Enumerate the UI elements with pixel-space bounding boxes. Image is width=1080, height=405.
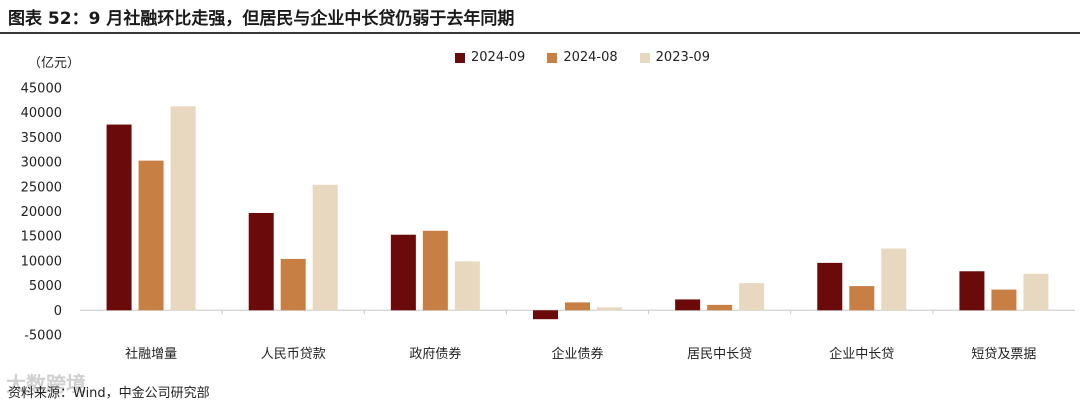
category-label: 短贷及票据 [971,347,1036,362]
bar-2024-09-0 [106,124,132,311]
legend-label-2023-09: 2023-09 [655,50,710,65]
y-tick-label: 30000 [21,156,62,171]
legend-label-2024-08: 2024-08 [563,50,618,65]
category-label: 企业债券 [551,346,603,362]
bar-2024-09-6 [959,271,985,311]
y-tick-label: 25000 [21,180,62,195]
bar-2023-09-0 [170,106,196,311]
source-note: 资料来源：Wind，中金公司研究部 [8,386,210,401]
y-tick-label: 20000 [21,205,62,220]
y-tick-label: 35000 [21,131,62,146]
y-tick-label: 15000 [21,230,62,245]
bar-2023-09-1 [312,184,338,311]
bar-2024-08-6 [991,289,1017,311]
bar-2024-08-1 [280,258,306,311]
bar-2024-09-1 [248,212,274,311]
y-tick-label: 40000 [21,106,62,121]
legend-item-2023-09: 2023-09 [639,50,710,65]
y-axis-unit: （亿元） [28,56,81,71]
legend-item-2024-08: 2024-08 [547,50,618,65]
legend-swatch-2023-09 [639,52,650,63]
y-tick-label: -5000 [24,329,62,344]
legend-item-2024-09: 2024-09 [455,50,525,65]
legend-swatch-2024-08 [547,52,558,63]
title-rule [0,32,1080,34]
bar-2023-09-6 [1023,273,1049,311]
bar-2024-08-5 [849,286,875,311]
y-tick-label: 5000 [29,279,62,294]
bar-2024-08-0 [138,160,164,311]
bar-2024-09-4 [675,299,701,311]
category-label: 人民币贷款 [261,347,326,362]
bar-2023-09-4 [739,283,765,311]
bar-2024-08-4 [707,304,733,311]
category-label: 居民中长贷 [687,347,752,362]
bar-2024-09-2 [390,234,416,311]
category-label: 政府债券 [409,346,461,362]
bar-2024-08-2 [422,230,448,311]
category-label: 社融增量 [125,346,177,362]
y-tick-label: 10000 [21,254,62,269]
bar-2024-09-3 [533,310,558,320]
watermark-text: 大数跨境 [6,372,86,396]
category-label: 企业中长贷 [829,346,894,362]
bar-2023-09-2 [454,261,480,311]
legend-swatch-2024-09 [455,52,465,63]
y-tick-label: 45000 [21,82,62,97]
chart-title: 图表 52：9 月社融环比走强，但居民与企业中长贷仍弱于去年同期 [8,9,515,29]
legend-label-2024-09: 2024-09 [471,50,526,65]
bar-2024-09-5 [817,262,843,311]
y-tick-label: 0 [54,304,62,319]
bar-2023-09-5 [881,248,907,311]
legend: 2024-09 2024-08 2023-09 [455,50,710,65]
bar-2024-08-3 [565,302,590,311]
bar-2023-09-3 [597,307,622,311]
